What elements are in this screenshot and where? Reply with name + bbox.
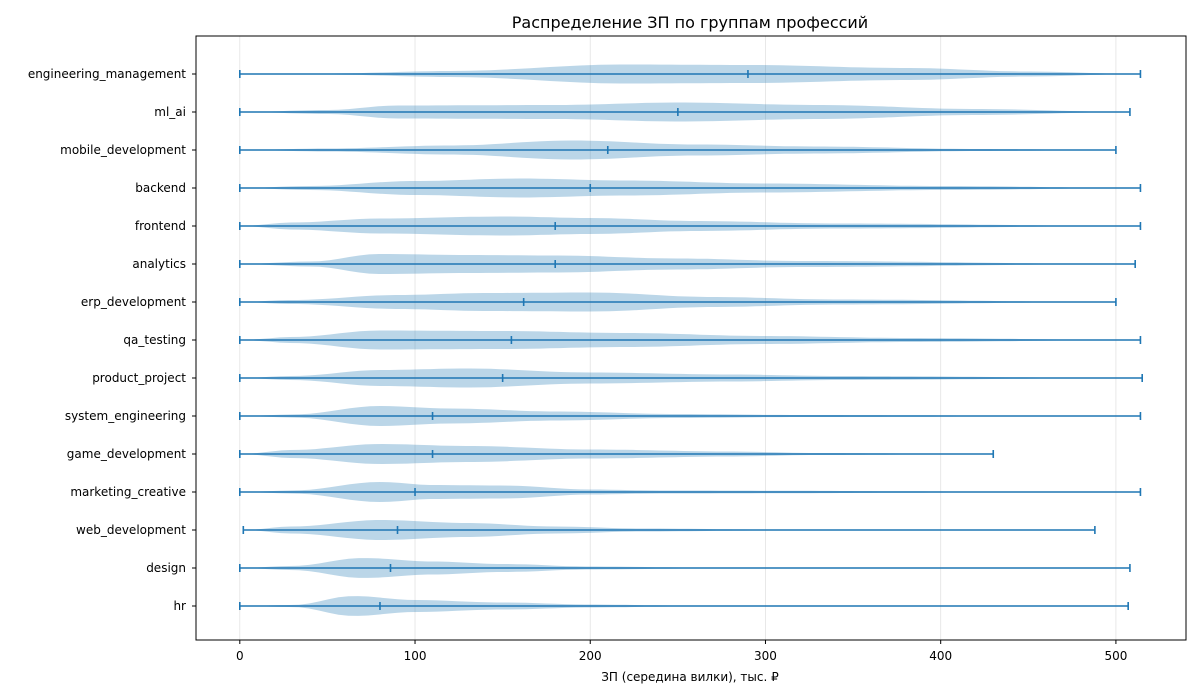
y-tick-label-2: mobile_development: [60, 143, 186, 157]
x-tick-label-3: 300: [754, 649, 777, 663]
y-tick-label-5: analytics: [132, 257, 186, 271]
x-tick-label-1: 100: [404, 649, 427, 663]
y-tick-label-4: frontend: [135, 219, 186, 233]
plot-frame: [195, 35, 1187, 641]
y-tick-label-11: marketing_creative: [70, 485, 186, 499]
x-tick-label-0: 0: [236, 649, 244, 663]
y-tick-label-8: product_project: [92, 371, 186, 385]
x-tick-label-5: 500: [1104, 649, 1127, 663]
y-tick-label-1: ml_ai: [154, 105, 186, 119]
y-tick-label-12: web_development: [76, 523, 186, 537]
x-axis-label: ЗП (середина вилки), тыс. ₽: [601, 670, 779, 684]
x-axis: 0 100 200 300 400 500: [236, 640, 1127, 663]
y-tick-label-6: erp_development: [81, 295, 186, 309]
y-tick-label-0: engineering_management: [28, 67, 186, 81]
y-tick-label-9: system_engineering: [65, 409, 186, 423]
x-tick-label-4: 400: [929, 649, 952, 663]
y-tick-label-14: hr: [173, 599, 186, 613]
range-lines: [239, 70, 1143, 610]
y-axis: engineering_management ml_ai mobile_develo…: [28, 67, 196, 613]
x-tick-label-2: 200: [579, 649, 602, 663]
x-gridlines: [239, 36, 1117, 640]
y-tick-label-3: backend: [135, 181, 186, 195]
y-tick-label-10: game_development: [67, 447, 186, 461]
y-tick-label-13: design: [146, 561, 186, 575]
chart-title: Распределение ЗП по группам профессий: [512, 13, 868, 32]
y-tick-label-7: qa_testing: [123, 333, 186, 347]
